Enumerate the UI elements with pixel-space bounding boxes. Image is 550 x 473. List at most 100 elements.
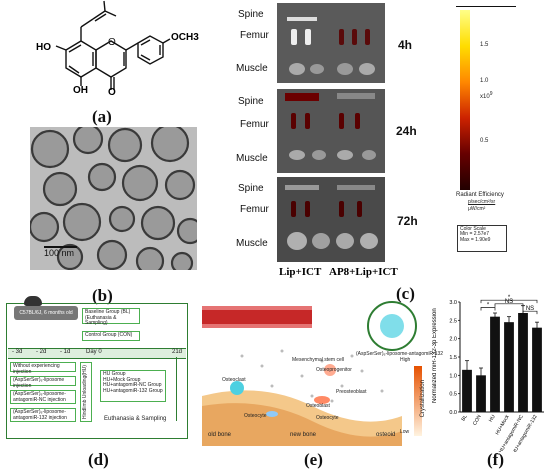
tissue-label-muscle-72h: Muscle — [236, 238, 268, 249]
color-scale-max: Max = 1.90e9 — [460, 236, 491, 243]
tissue-label-femur-4h: Femur — [240, 30, 269, 41]
carrier-label: (AspSerSer)₆-liposome-antagomiR-132 — [356, 351, 444, 357]
x-tick-label: HU — [488, 414, 497, 424]
injection-box-3: (AspSerSer)₆-liposome-antagomiR-NC injec… — [10, 390, 76, 404]
scale-bar — [44, 246, 77, 248]
y-tick-label: 1.0 — [449, 373, 457, 379]
bar — [490, 316, 500, 412]
panel-a-label: (a) — [92, 107, 112, 126]
hydroxyl-bottom-label: OH — [73, 85, 88, 96]
y-tick-label: 2.5 — [449, 318, 457, 324]
timeline-bar — [8, 348, 186, 359]
y-tick-label: 2.0 — [449, 337, 457, 343]
ivis-image-4h — [277, 3, 385, 83]
cell-label-osteoblast: Osteoblast — [306, 403, 330, 409]
injection-box-2: (AspSerSer)₆-liposome injection — [10, 376, 76, 388]
y-tick-label: 0.5 — [449, 392, 457, 398]
tem-liposomes — [30, 127, 197, 270]
tissue-label-spine-24h: Spine — [238, 96, 264, 107]
bar — [462, 369, 472, 412]
time-label-24h: 24h — [396, 124, 417, 138]
color-scale-box: Color Scale Min = 2.57e7 Max = 1.90e9 — [457, 225, 507, 252]
timeline-minus-2d: - 2d — [36, 349, 47, 355]
mouse-strain-label: C57BL/6J, 6 months old — [14, 306, 78, 320]
bar — [504, 322, 514, 412]
time-label-4h: 4h — [398, 38, 413, 52]
colorbar-title: Radiant Efficiency — [456, 192, 504, 198]
significance-bracket-nc-132-label: NS — [526, 306, 534, 312]
hu-antagomir-nc-group-label: HU+antagomiR-NC Group — [103, 382, 162, 388]
tem-image: 100 nm — [30, 127, 197, 270]
significance-bracket-top — [480, 299, 538, 304]
y-tick-label: 1.5 — [449, 355, 457, 361]
tissue-label-muscle-24h: Muscle — [236, 153, 268, 164]
baseline-group-box: Baseline Group (BL) (Euthanasia & Sampli… — [82, 308, 140, 326]
cell-label-msc: Mesenchymal stem cell — [292, 357, 344, 363]
flow-connector — [176, 357, 177, 421]
group-label-ap8-lip-ict: AP8+Lip+ICT — [329, 266, 398, 278]
significance-bracket-hu-nc — [494, 303, 524, 307]
hu-antagomir-132-group-label: HU+antagomiR-132 Group — [103, 387, 163, 394]
tissue-label-spine-4h: Spine — [238, 9, 264, 20]
hydroxyl-top-label: HO — [36, 42, 51, 53]
ivis-image-24h — [277, 89, 385, 173]
significance-bracket-con-hu-label: * — [487, 303, 490, 309]
color-scale-title: Color Scale — [460, 226, 486, 232]
scale-bar-label: 100 nm — [44, 248, 75, 258]
timeline-minus-3d: - 3d — [12, 349, 23, 355]
euthanasia-sampling-label: Euthanasia & Sampling — [104, 416, 167, 422]
svg-text:O: O — [108, 37, 116, 48]
tissue-label-spine-72h: Spine — [238, 183, 264, 194]
colorbar-units-numerator: p/sec/cm²/sr — [468, 199, 496, 205]
hu-groups-box: HU Group HU+Mock Group HU+antagomiR-NC G… — [100, 370, 166, 402]
colorbar-gradient — [460, 10, 470, 190]
region-label-new-bone: new bone — [290, 432, 317, 438]
mir132-bar-chart: 0.00.51.01.52.02.53.0BL CON HUHU+MockHU+an… — [449, 295, 544, 452]
ketone-oxygen-label: O — [108, 87, 116, 98]
tissue-label-femur-72h: Femur — [240, 204, 269, 215]
cell-label-preosteoblast: Preosteoblast — [336, 389, 367, 395]
mechanism-illustration — [202, 301, 422, 446]
panel-d-label: (d) — [88, 450, 109, 469]
timeline-day-0: Day 0 — [86, 349, 102, 355]
y-tick-label: 0.0 — [449, 410, 457, 416]
colorbar-top-line — [456, 6, 516, 7]
crystallization-high: High — [400, 357, 411, 363]
chart-y-axis-label: Normalized miR-132-3p Expression — [432, 308, 438, 404]
significance-bracket-con-hu — [480, 307, 496, 311]
injection-box-1: Without experiencing injection — [10, 362, 76, 374]
bar — [532, 327, 542, 412]
x-tick-label: CON — [472, 414, 483, 427]
ivis-image-72h — [277, 177, 385, 262]
significance-bracket-top-label: * — [508, 295, 511, 301]
hu-mock-group-label: HU+Mock Group — [103, 376, 141, 383]
panel-c-label: (c) — [396, 284, 415, 303]
significance-bracket-nc-132 — [522, 310, 538, 315]
panel-e-label: (e) — [304, 450, 323, 469]
hindlimb-unloading-box: Hindlimb Unloading(HU) — [80, 362, 92, 422]
chemical-structure: O — [55, 0, 171, 90]
control-group-box: Control Group (CON) — [82, 331, 140, 341]
time-label-72h: 72h — [397, 214, 418, 228]
bar — [476, 375, 486, 412]
methoxy-label: OCH3 — [171, 32, 199, 43]
color-scale-min: Min = 2.57e7 — [460, 231, 490, 238]
tissue-label-femur-24h: Femur — [240, 119, 269, 130]
colorbar-tick-0-5: 0.5 — [480, 138, 489, 144]
cell-label-osteocyte-2: Osteocyte — [316, 415, 339, 421]
hu-group-label: HU Group — [103, 371, 126, 377]
colorbar-tick-1-0: 1.0 — [480, 78, 489, 84]
crystallization-title: Crystallization — [420, 380, 426, 418]
cell-label-osteoclast: Osteoclast — [222, 377, 246, 383]
colorbar-exponent: x109 — [480, 91, 493, 100]
crystallization-low: Low — [400, 429, 410, 435]
significance-bracket-hu-nc-label: NS — [505, 299, 513, 305]
panel-f-label: (f) — [487, 450, 504, 469]
timeline-21d: 21d — [172, 349, 183, 355]
injection-box-4: (AspSerSer)₆-liposome-antagomiR-132 inje… — [10, 408, 76, 422]
panel-b-label: (b) — [92, 286, 113, 305]
timeline-minus-1d: - 1d — [60, 349, 71, 355]
group-label-lip-ict: Lip+ICT — [279, 266, 322, 278]
flowchart-frame — [6, 303, 188, 439]
mouse-icon — [24, 296, 42, 306]
